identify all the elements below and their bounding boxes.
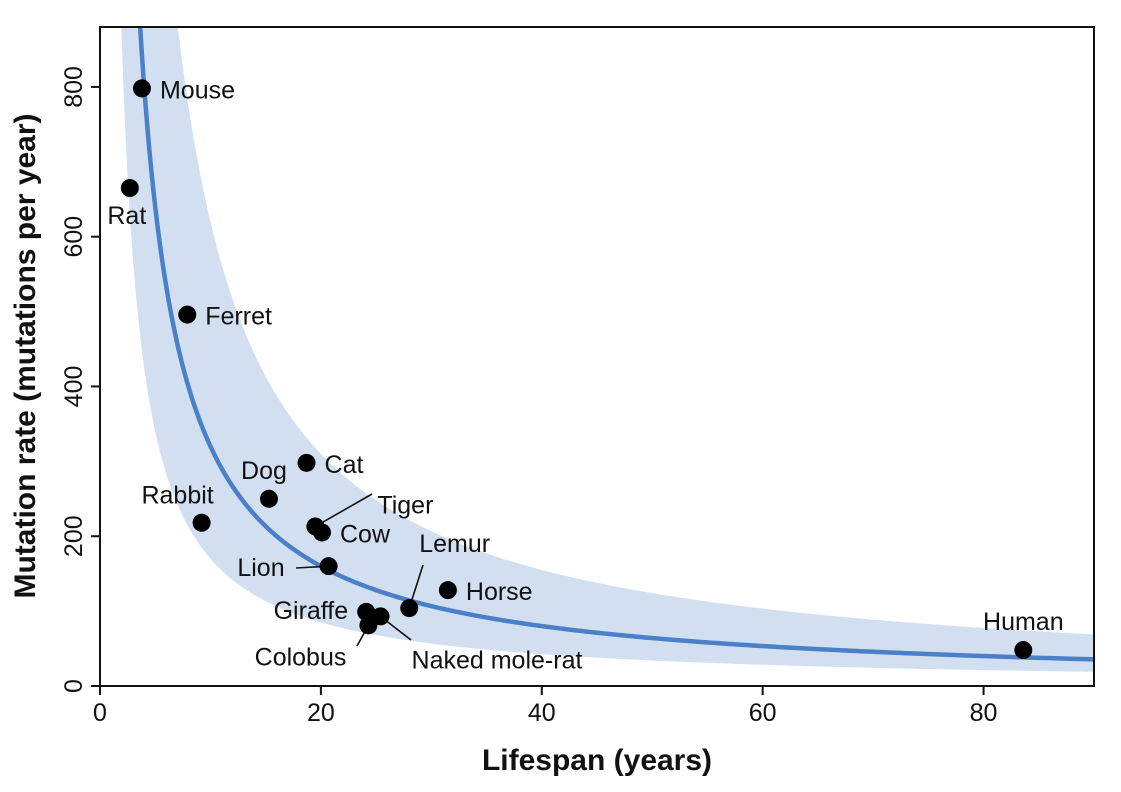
x-tick-label: 40 <box>528 699 556 727</box>
point-label-cow: Cow <box>340 520 391 548</box>
confidence-band-layer <box>121 27 1094 672</box>
point-label-lemur: Lemur <box>419 530 490 558</box>
data-points <box>120 79 1033 660</box>
y-axis-ticks: 0 200 400 600 800 <box>60 66 100 693</box>
y-tick-label: 200 <box>60 515 88 557</box>
point-rabbit <box>192 513 211 532</box>
x-axis-ticks: 0 20 40 60 80 <box>93 686 997 727</box>
point-giraffe <box>357 602 376 621</box>
point-label-tiger: Tiger <box>377 491 433 519</box>
y-axis-title: Mutation rate (mutations per year) <box>9 113 42 598</box>
x-tick-label: 0 <box>93 699 107 727</box>
point-label-naked-mole-rat: Naked mole-rat <box>412 646 583 674</box>
point-label-giraffe: Giraffe <box>274 597 349 625</box>
point-naked-mole-rat <box>371 607 390 626</box>
point-label-lion: Lion <box>237 554 284 582</box>
point-label-mouse: Mouse <box>160 76 235 104</box>
point-cat <box>297 453 316 472</box>
point-label-rat: Rat <box>107 202 146 230</box>
confidence-band <box>121 27 1094 672</box>
point-label-colobus: Colobus <box>255 643 347 671</box>
y-tick-label: 600 <box>60 216 88 258</box>
x-tick-label: 60 <box>749 699 777 727</box>
point-lion <box>319 557 338 576</box>
leader-line-tiger <box>314 493 373 528</box>
point-label-rabbit: Rabbit <box>141 482 213 510</box>
plot-frame <box>99 26 1095 687</box>
point-horse <box>438 581 457 600</box>
point-label-ferret: Ferret <box>205 303 272 331</box>
y-tick-label: 0 <box>60 679 88 693</box>
point-lemur <box>400 599 419 618</box>
fit-curve <box>137 27 1094 662</box>
point-label-horse: Horse <box>466 578 533 606</box>
y-tick-label: 800 <box>60 66 88 108</box>
point-ferret <box>178 305 197 324</box>
point-label-dog: Dog <box>241 457 287 485</box>
point-dog <box>259 489 278 508</box>
point-mouse <box>132 79 151 98</box>
point-label-human: Human <box>983 608 1064 636</box>
y-tick-label: 400 <box>60 366 88 408</box>
x-tick-label: 20 <box>307 699 335 727</box>
x-axis-title: Lifespan (years) <box>482 744 712 777</box>
point-cow <box>312 523 331 542</box>
fit-curve-layer <box>137 27 1094 662</box>
point-label-cat: Cat <box>325 451 364 479</box>
x-tick-label: 80 <box>970 699 998 727</box>
point-human <box>1014 641 1033 660</box>
point-rat <box>120 179 139 198</box>
